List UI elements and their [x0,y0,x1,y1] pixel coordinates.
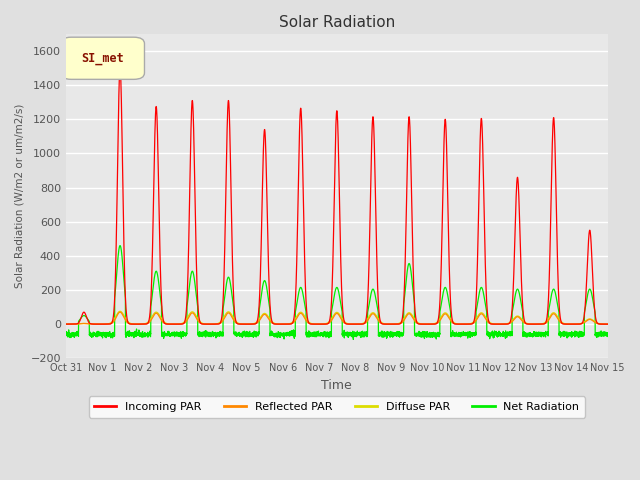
Text: SI_met: SI_met [81,52,124,65]
Legend: Incoming PAR, Reflected PAR, Diffuse PAR, Net Radiation: Incoming PAR, Reflected PAR, Diffuse PAR… [89,396,585,418]
FancyBboxPatch shape [61,37,145,79]
Title: Solar Radiation: Solar Radiation [278,15,395,30]
X-axis label: Time: Time [321,379,352,392]
Y-axis label: Solar Radiation (W/m2 or um/m2/s): Solar Radiation (W/m2 or um/m2/s) [15,104,25,288]
